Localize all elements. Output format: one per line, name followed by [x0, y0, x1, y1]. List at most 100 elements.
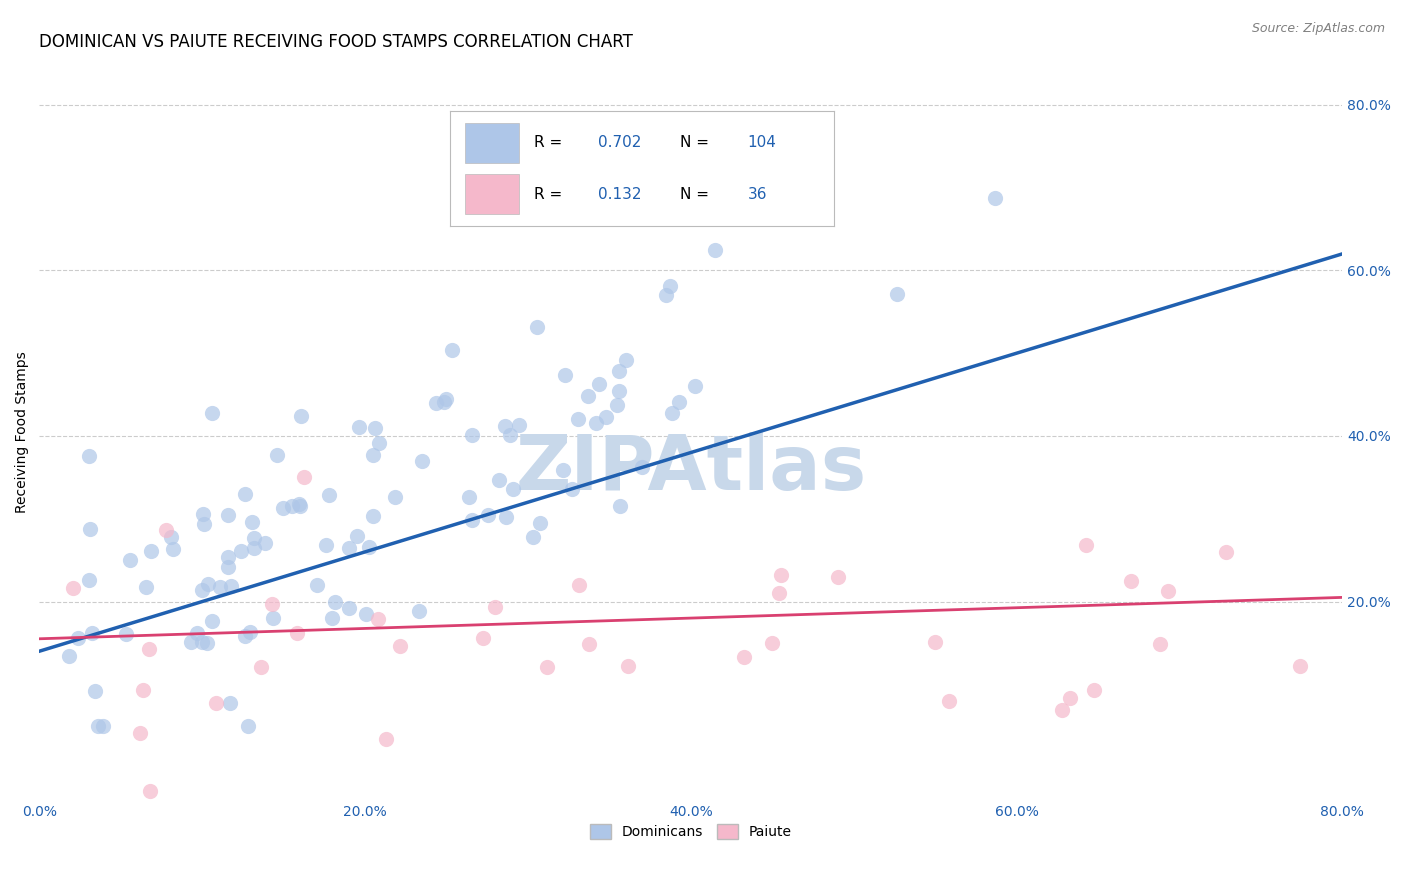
Point	[441, 343, 464, 357]
Point	[62, 581, 84, 595]
Point	[201, 407, 224, 421]
Point	[262, 598, 284, 612]
Point	[655, 287, 678, 301]
Point	[288, 497, 311, 511]
Point	[79, 573, 101, 587]
Point	[494, 418, 516, 433]
Point	[561, 483, 583, 497]
Point	[526, 320, 548, 334]
Point	[186, 625, 208, 640]
Point	[292, 470, 315, 484]
Point	[290, 409, 312, 423]
Point	[578, 637, 600, 651]
Point	[631, 460, 654, 475]
Point	[190, 583, 212, 598]
Point	[191, 634, 214, 648]
Point	[425, 396, 447, 410]
Point	[87, 719, 110, 733]
Point	[217, 549, 239, 564]
Point	[938, 694, 960, 708]
Point	[567, 412, 589, 426]
Point	[606, 398, 628, 412]
Point	[139, 544, 162, 558]
Point	[477, 508, 499, 522]
Point	[233, 629, 256, 643]
Text: Source: ZipAtlas.com: Source: ZipAtlas.com	[1251, 22, 1385, 36]
Point	[388, 639, 411, 653]
Point	[254, 536, 277, 550]
Point	[138, 641, 160, 656]
Point	[1059, 690, 1081, 705]
Point	[354, 607, 377, 621]
Y-axis label: Receiving Food Stamps: Receiving Food Stamps	[15, 351, 30, 513]
Point	[318, 488, 340, 502]
Point	[66, 631, 89, 645]
Point	[285, 626, 308, 640]
Point	[361, 448, 384, 462]
Point	[502, 482, 524, 496]
Point	[82, 626, 104, 640]
Point	[217, 508, 239, 522]
Point	[364, 421, 387, 435]
Point	[235, 487, 257, 501]
Point	[155, 523, 177, 537]
Point	[346, 529, 368, 543]
Point	[195, 636, 218, 650]
Point	[585, 416, 607, 430]
Point	[250, 659, 273, 673]
Point	[77, 449, 100, 463]
Point	[458, 490, 481, 504]
Point	[271, 501, 294, 516]
Point	[659, 279, 682, 293]
Point	[607, 364, 630, 378]
Point	[588, 377, 610, 392]
Point	[433, 394, 456, 409]
Point	[79, 523, 101, 537]
Point	[139, 784, 162, 798]
Point	[1156, 584, 1178, 599]
Point	[827, 570, 849, 584]
Point	[84, 684, 107, 698]
Point	[522, 530, 544, 544]
Point	[209, 580, 232, 594]
Point	[1083, 683, 1105, 698]
Point	[460, 427, 482, 442]
Point	[58, 649, 80, 664]
Point	[472, 632, 495, 646]
Point	[1076, 538, 1098, 552]
Point	[595, 410, 617, 425]
Point	[668, 395, 690, 409]
Point	[1119, 574, 1142, 588]
Point	[616, 658, 638, 673]
Point	[661, 405, 683, 419]
Point	[609, 500, 631, 514]
Point	[375, 732, 398, 747]
Point	[219, 696, 242, 710]
Point	[411, 453, 433, 467]
Point	[770, 568, 793, 582]
Point	[434, 392, 457, 406]
Point	[91, 719, 114, 733]
Point	[733, 649, 755, 664]
Point	[384, 490, 406, 504]
Point	[367, 436, 389, 450]
Point	[128, 725, 150, 739]
Point	[240, 516, 263, 530]
Point	[367, 612, 389, 626]
Point	[132, 682, 155, 697]
Point	[135, 580, 157, 594]
Point	[217, 559, 239, 574]
Text: ZIPAtlas: ZIPAtlas	[515, 432, 866, 506]
Point	[1289, 659, 1312, 673]
Point	[243, 541, 266, 556]
Point	[529, 516, 551, 530]
Point	[357, 540, 380, 554]
Point	[266, 449, 288, 463]
Point	[536, 660, 558, 674]
Point	[768, 586, 790, 600]
Point	[115, 626, 138, 640]
Point	[180, 635, 202, 649]
Point	[461, 513, 484, 527]
Point	[236, 719, 259, 733]
Point	[219, 579, 242, 593]
